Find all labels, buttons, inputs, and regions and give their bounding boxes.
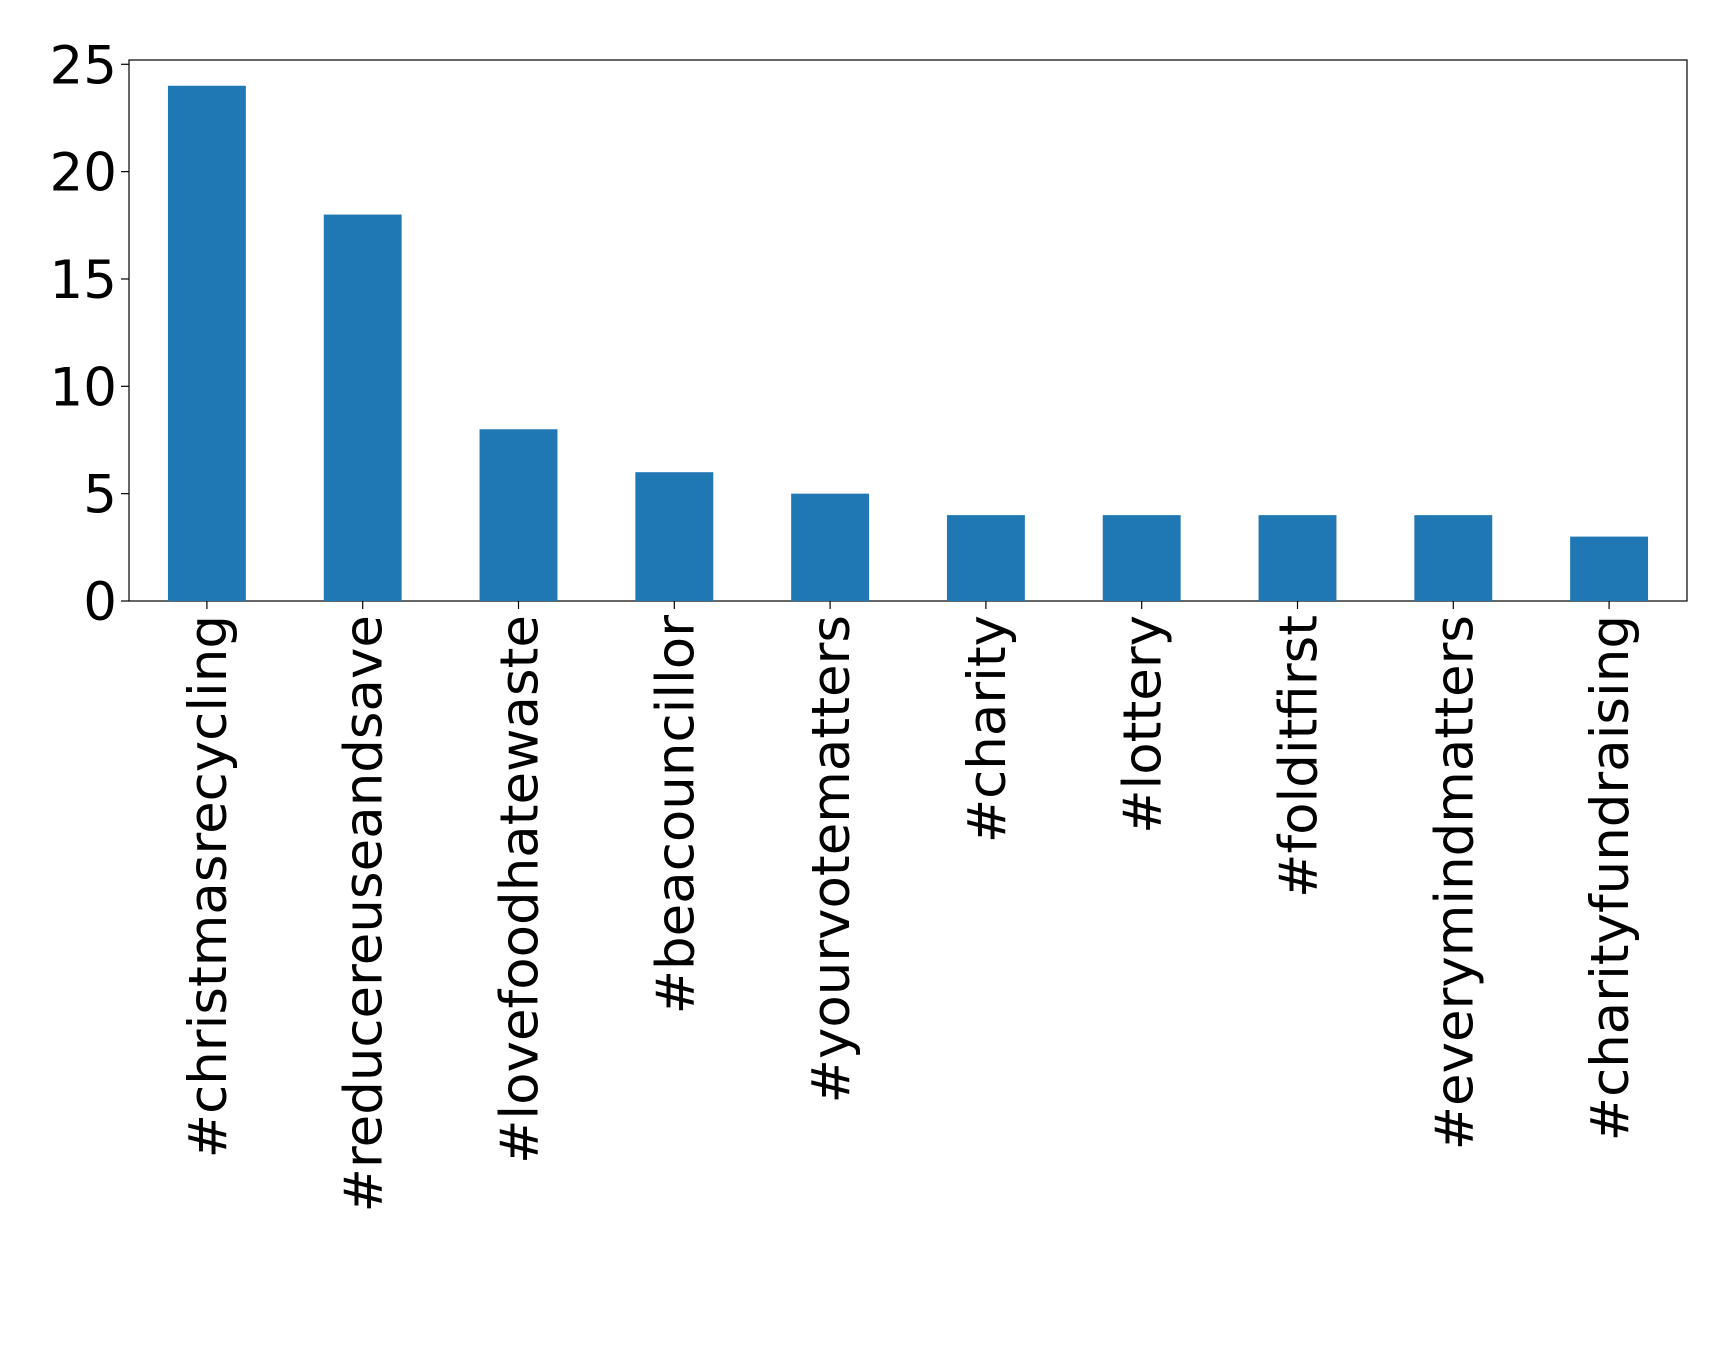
y-tick-label: 15 — [50, 250, 117, 311]
x-tick-label: #lottery — [1113, 615, 1174, 834]
bar — [635, 472, 714, 601]
y-tick-label: 25 — [50, 35, 117, 96]
bar — [1414, 515, 1493, 601]
y-tick-label: 10 — [50, 357, 117, 418]
bar — [323, 214, 402, 602]
y-tick-label: 20 — [50, 143, 117, 204]
bar — [479, 429, 558, 601]
bar — [1570, 536, 1649, 601]
bar — [167, 85, 246, 601]
x-tick-label: #charityfundraising — [1580, 615, 1641, 1141]
bar — [1258, 515, 1337, 601]
plot-frame — [128, 59, 1688, 602]
x-tick-label: #beacouncillor — [645, 615, 706, 1015]
x-tick-label: #everymindmatters — [1424, 615, 1485, 1150]
y-tick-label: 5 — [83, 465, 117, 526]
x-tick-label: #yourvotematters — [801, 615, 862, 1103]
bar — [791, 493, 870, 601]
bar — [946, 515, 1025, 601]
x-tick-label: #folditfirst — [1269, 615, 1330, 898]
bar — [1102, 515, 1181, 601]
x-tick-label: #lovefoodhatewaste — [490, 615, 551, 1164]
y-tick-label: 0 — [83, 572, 117, 633]
x-tick-label: #christmasrecycling — [178, 615, 239, 1158]
x-tick-label: #charity — [957, 615, 1018, 843]
x-tick-label: #reducereuseandsave — [334, 615, 395, 1212]
